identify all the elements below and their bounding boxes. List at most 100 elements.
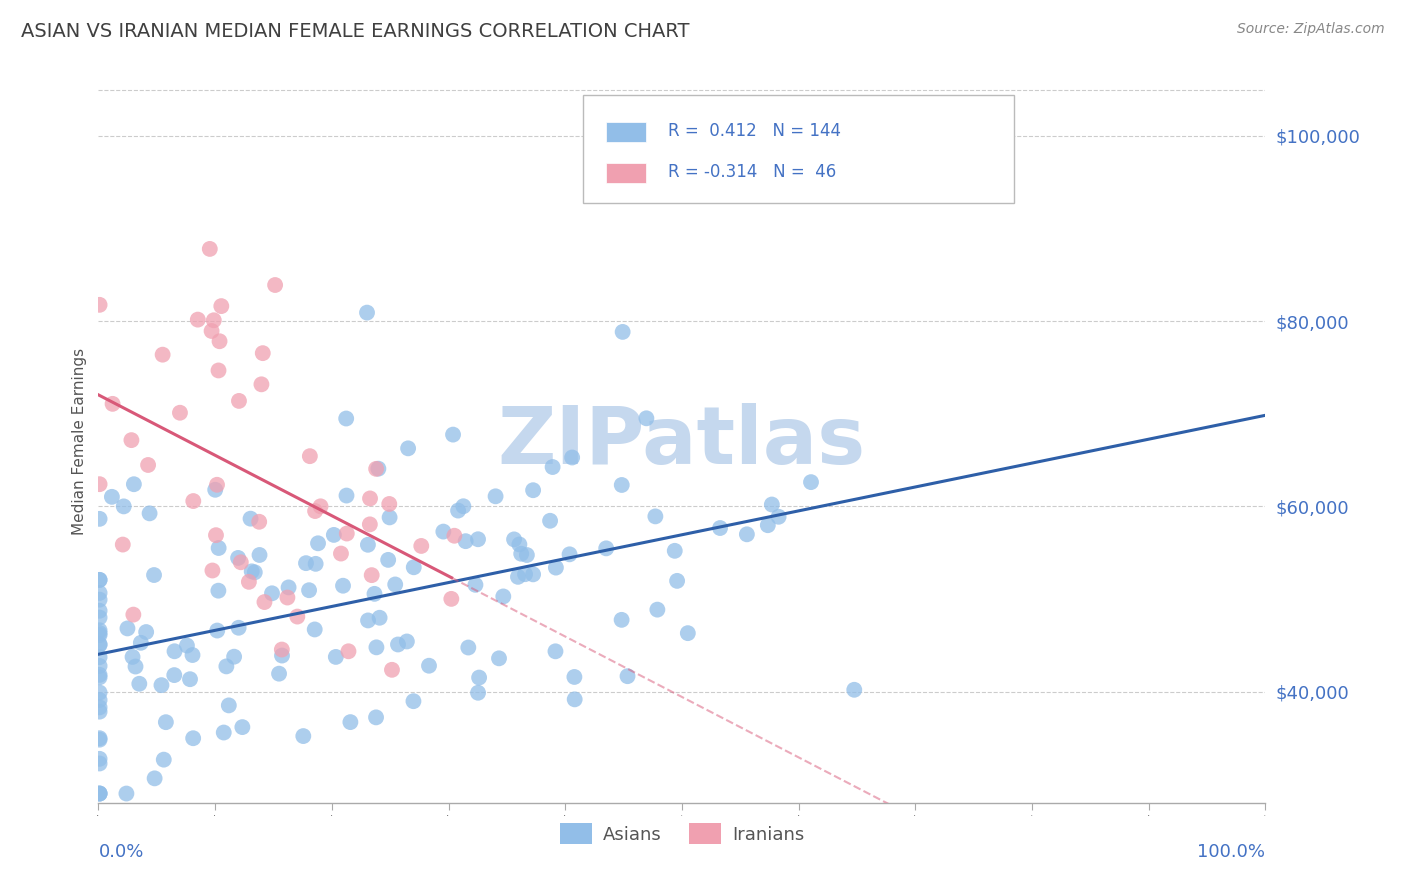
Point [89, 705, 111, 719]
Text: R = -0.314   N =  46: R = -0.314 N = 46 [668, 163, 837, 181]
Point [488, 651, 510, 665]
Point [366, 640, 388, 655]
Point [101, 397, 124, 411]
Point [332, 579, 354, 593]
Text: ASIAN VS IRANIAN MEDIAN FEMALE EARNINGS CORRELATION CHART: ASIAN VS IRANIAN MEDIAN FEMALE EARNINGS … [21, 22, 689, 41]
Point [187, 312, 209, 326]
Point [359, 517, 381, 532]
Point [292, 729, 315, 743]
Point [339, 715, 361, 730]
Point [285, 609, 308, 624]
FancyBboxPatch shape [582, 95, 1015, 203]
Point [207, 624, 229, 638]
Point [664, 544, 686, 558]
Point [207, 583, 229, 598]
Point [124, 659, 146, 673]
Point [163, 668, 186, 682]
FancyBboxPatch shape [606, 163, 645, 184]
Point [616, 669, 638, 683]
Point [135, 625, 157, 640]
Point [181, 731, 204, 746]
Point [205, 477, 228, 491]
Point [322, 528, 344, 542]
Point [325, 649, 347, 664]
Point [155, 715, 177, 730]
Point [366, 462, 388, 476]
Point [522, 567, 544, 582]
Point [564, 670, 586, 684]
Text: Source: ZipAtlas.com: Source: ZipAtlas.com [1237, 22, 1385, 37]
Point [89, 626, 111, 640]
Point [453, 500, 475, 514]
Point [209, 299, 232, 313]
Point [89, 610, 111, 624]
Point [387, 638, 409, 652]
Text: 100.0%: 100.0% [1198, 843, 1265, 861]
Point [676, 626, 699, 640]
Point [176, 639, 198, 653]
Point [121, 649, 143, 664]
Point [215, 659, 238, 673]
Point [309, 500, 332, 514]
Point [510, 547, 533, 561]
Point [202, 313, 225, 327]
Point [150, 678, 173, 692]
Point [89, 685, 111, 699]
Point [522, 483, 544, 498]
Point [122, 607, 145, 622]
Point [143, 772, 166, 786]
Point [538, 514, 561, 528]
Point [336, 526, 359, 541]
Point [378, 510, 401, 524]
Point [89, 659, 111, 673]
Point [307, 536, 329, 550]
Point [447, 503, 470, 517]
Point [89, 700, 111, 714]
Point [89, 477, 111, 491]
Point [243, 566, 266, 580]
Point [464, 578, 486, 592]
Point [377, 553, 399, 567]
Point [761, 498, 783, 512]
Point [143, 568, 166, 582]
Point [89, 592, 111, 607]
Point [295, 556, 318, 570]
Point [224, 649, 246, 664]
Point [89, 668, 111, 682]
Point [253, 595, 276, 609]
Point [89, 573, 111, 587]
Point [378, 497, 401, 511]
Point [239, 511, 262, 525]
Y-axis label: Median Female Earnings: Median Female Earnings [72, 348, 87, 535]
Point [115, 787, 138, 801]
Point [179, 672, 201, 686]
Point [229, 555, 252, 569]
Point [454, 534, 477, 549]
Point [112, 500, 135, 514]
Point [205, 528, 228, 542]
Point [356, 305, 378, 319]
Point [204, 483, 226, 497]
Point [360, 568, 382, 582]
Point [89, 586, 111, 600]
Point [89, 604, 111, 618]
Point [492, 590, 515, 604]
Point [395, 634, 418, 648]
Point [271, 648, 294, 663]
Point [101, 490, 124, 504]
Point [198, 242, 221, 256]
Point [304, 623, 326, 637]
Point [647, 602, 669, 616]
Point [644, 509, 666, 524]
Point [89, 732, 111, 747]
Point [506, 570, 529, 584]
Point [208, 334, 231, 349]
Point [396, 442, 419, 456]
Point [247, 515, 270, 529]
Point [89, 628, 111, 642]
FancyBboxPatch shape [606, 121, 645, 142]
Point [276, 591, 298, 605]
Point [89, 298, 111, 312]
Point [89, 787, 111, 801]
Point [384, 577, 406, 591]
